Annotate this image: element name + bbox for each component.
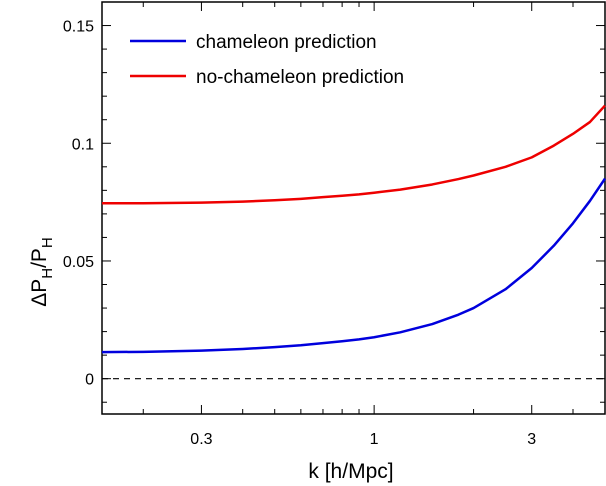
legend-label-chameleon: chameleon prediction xyxy=(196,32,377,53)
y-axis-title-sub1: H xyxy=(39,268,56,279)
y-tick-label: 0.15 xyxy=(63,19,94,36)
y-tick-label: 0.05 xyxy=(63,254,94,271)
series-layer xyxy=(101,104,606,354)
plot-area xyxy=(101,1,606,415)
y-axis-title-mid: /P xyxy=(28,248,51,268)
svg-text:ΔPH/PH: ΔPH/PH xyxy=(28,237,56,307)
x-tick-label: 0.3 xyxy=(190,431,212,448)
y-tick-label: 0 xyxy=(85,372,94,389)
legend-label-no-chameleon: no-chameleon prediction xyxy=(196,67,404,88)
tick-layer xyxy=(102,1,606,414)
x-tick-label: 3 xyxy=(527,431,536,448)
y-axis-title-sub2: H xyxy=(39,237,56,248)
tick-label-layer: 0.3 1 3 0 0.05 0.1 0.15 xyxy=(63,19,536,448)
series-line-1 xyxy=(102,104,606,205)
y-axis-title-base: ΔP xyxy=(28,279,51,307)
legend: chameleon prediction no-chameleon predic… xyxy=(130,32,404,88)
plot-frame xyxy=(101,1,606,415)
y-axis-title: ΔPH/PH xyxy=(28,237,56,307)
series-line-0 xyxy=(101,177,606,354)
x-tick-label: 1 xyxy=(370,431,379,448)
y-tick-label: 0.1 xyxy=(72,136,94,153)
x-axis-title: k [h/Mpc] xyxy=(308,460,393,483)
